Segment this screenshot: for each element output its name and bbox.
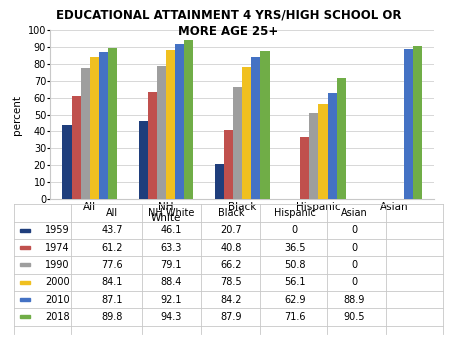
Text: 61.2: 61.2 (101, 243, 123, 253)
Bar (20, 298, 30, 301)
Bar (413, 47, 422, 199)
Bar (157, 66, 166, 199)
Y-axis label: percent: percent (12, 95, 22, 134)
Bar (99, 52, 108, 199)
Text: 94.3: 94.3 (161, 312, 182, 322)
Text: 2000: 2000 (45, 277, 69, 287)
Text: 62.9: 62.9 (284, 295, 306, 305)
Text: 36.5: 36.5 (284, 243, 306, 253)
Text: 92.1: 92.1 (160, 295, 182, 305)
Text: 87.9: 87.9 (220, 312, 242, 322)
Text: 20.7: 20.7 (220, 225, 242, 235)
Bar (90, 57, 99, 199)
Text: 2018: 2018 (45, 312, 69, 322)
Bar (215, 164, 224, 199)
Bar (404, 49, 413, 199)
Text: 89.8: 89.8 (101, 312, 122, 322)
Bar (148, 92, 157, 199)
Bar (20, 263, 30, 267)
Text: 50.8: 50.8 (284, 260, 306, 270)
Text: 63.3: 63.3 (161, 243, 182, 253)
Text: Black: Black (218, 208, 244, 218)
Text: All: All (106, 208, 118, 218)
Text: 66.2: 66.2 (220, 260, 242, 270)
Text: 56.1: 56.1 (284, 277, 306, 287)
Text: 43.7: 43.7 (101, 225, 123, 235)
Bar (319, 104, 328, 199)
Text: NH White: NH White (148, 208, 195, 218)
Text: 87.1: 87.1 (101, 295, 123, 305)
Text: 90.5: 90.5 (343, 312, 365, 322)
Text: 1974: 1974 (45, 243, 69, 253)
Bar (309, 113, 319, 199)
Bar (260, 51, 270, 199)
Text: 84.1: 84.1 (101, 277, 122, 287)
Bar (242, 67, 251, 199)
Text: 0: 0 (351, 260, 357, 270)
Bar (337, 78, 346, 199)
Bar (138, 121, 148, 199)
Text: 88.4: 88.4 (161, 277, 182, 287)
Text: EDUCATIONAL ATTAINMENT 4 YRS/HIGH SCHOOL OR
MORE AGE 25+: EDUCATIONAL ATTAINMENT 4 YRS/HIGH SCHOOL… (56, 8, 401, 38)
Text: 0: 0 (351, 277, 357, 287)
Text: 1959: 1959 (45, 225, 69, 235)
Text: 0: 0 (292, 225, 298, 235)
Text: 78.5: 78.5 (220, 277, 242, 287)
Bar (328, 93, 337, 199)
Bar (224, 130, 233, 199)
Text: 2010: 2010 (45, 295, 69, 305)
Text: Asian: Asian (341, 208, 367, 218)
Bar (20, 246, 30, 249)
Text: 79.1: 79.1 (160, 260, 182, 270)
Text: 0: 0 (351, 243, 357, 253)
Bar (20, 315, 30, 318)
Text: 46.1: 46.1 (161, 225, 182, 235)
Text: 88.9: 88.9 (344, 295, 365, 305)
Bar (63, 125, 72, 199)
Bar (81, 68, 90, 199)
Text: 0: 0 (351, 225, 357, 235)
Bar (175, 44, 184, 199)
Text: 40.8: 40.8 (220, 243, 241, 253)
Text: 77.6: 77.6 (101, 260, 123, 270)
Bar (20, 228, 30, 232)
Bar (20, 280, 30, 284)
Text: 1990: 1990 (45, 260, 69, 270)
Text: Hispanic: Hispanic (274, 208, 316, 218)
Bar (166, 50, 175, 199)
Text: 71.6: 71.6 (284, 312, 306, 322)
Bar (184, 40, 193, 199)
Bar (233, 87, 242, 199)
Bar (72, 96, 81, 199)
Bar (108, 48, 117, 199)
Bar (251, 57, 260, 199)
Bar (300, 137, 309, 199)
Text: 84.2: 84.2 (220, 295, 242, 305)
